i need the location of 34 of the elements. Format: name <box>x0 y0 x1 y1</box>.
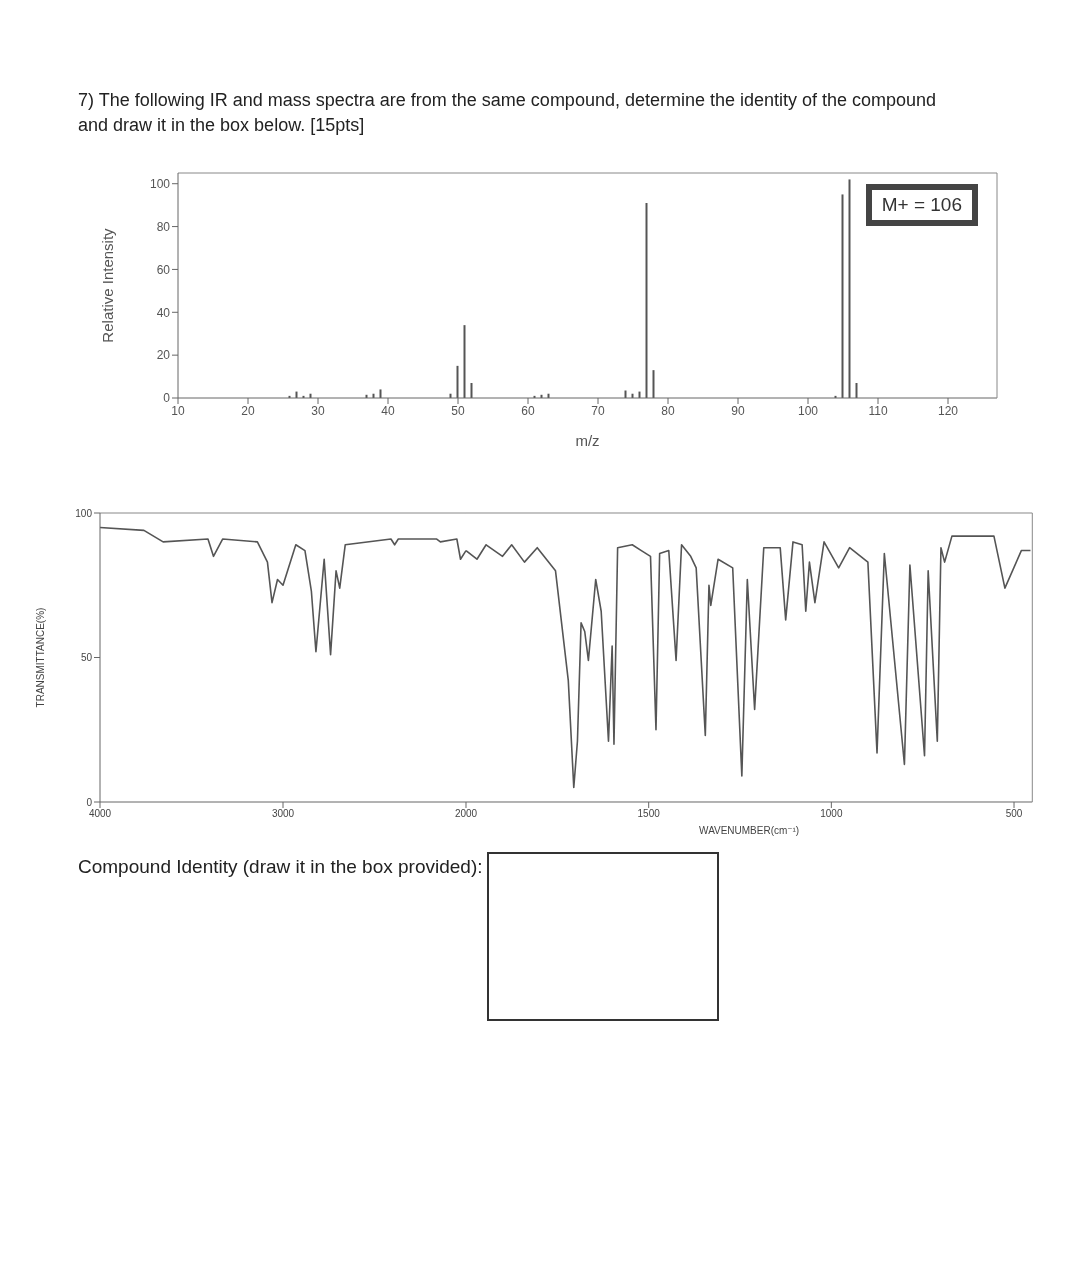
x-tick-label: 20 <box>241 403 255 418</box>
x-axis-title: m/z <box>575 432 600 450</box>
y-tick-label: 40 <box>156 305 171 320</box>
x-tick-label: 10 <box>171 403 185 418</box>
x-tick-label: 4000 <box>88 808 112 820</box>
y-tick-label: 60 <box>156 263 171 278</box>
x-tick-label: 2000 <box>454 808 478 820</box>
chart-title: 7) The following IR and mass spectra are from the same compound, determine the identity of the compound and draw it in the box below. [15pts] <box>77 89 938 138</box>
y-tick-label: 80 <box>156 220 171 235</box>
x-tick-label: 80 <box>661 403 675 418</box>
y-tick-label: 0 <box>86 796 93 808</box>
x-tick-label: 500 <box>1005 808 1023 820</box>
x-tick-label: 50 <box>451 403 465 418</box>
x-tick-label: 90 <box>731 403 745 418</box>
y-tick-label: 0 <box>163 391 171 406</box>
x-tick-label: 60 <box>521 403 535 418</box>
x-tick-label: 3000 <box>271 808 295 820</box>
annotation: M+ = 106 <box>865 184 978 227</box>
x-tick-label: 110 <box>868 403 888 418</box>
x-tick-label: 1500 <box>637 808 661 820</box>
y-tick-label: 100 <box>149 177 171 192</box>
y-axis-title: Relative Intensity <box>99 228 117 343</box>
x-tick-label: 70 <box>591 403 605 418</box>
y-tick-label: 20 <box>156 348 171 363</box>
x-axis-title: WAVENUMBER(cm⁻¹) <box>699 825 800 837</box>
text: Compound Identity (draw it in the box provided): <box>78 856 483 879</box>
x-tick-label: 30 <box>311 403 325 418</box>
y-axis-title: TRANSMITTANCE(%) <box>34 607 46 708</box>
y-tick-label: 100 <box>75 507 93 519</box>
x-tick-label: 1000 <box>820 808 843 820</box>
x-tick-label: 100 <box>797 403 819 418</box>
x-tick-label: 120 <box>937 403 959 418</box>
x-tick-label: 40 <box>381 403 395 418</box>
y-tick-label: 50 <box>80 652 93 664</box>
